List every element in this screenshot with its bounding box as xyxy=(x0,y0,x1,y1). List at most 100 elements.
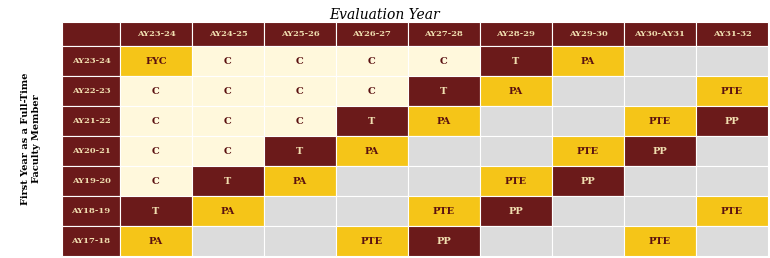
Bar xyxy=(696,166,768,196)
Bar xyxy=(696,226,768,256)
Bar xyxy=(552,136,624,166)
Text: Evaluation Year: Evaluation Year xyxy=(330,8,440,22)
Bar xyxy=(408,166,480,196)
Bar xyxy=(192,22,264,46)
Bar xyxy=(192,46,264,76)
Bar xyxy=(264,136,336,166)
Text: AY25-26: AY25-26 xyxy=(280,30,320,38)
Bar xyxy=(696,46,768,76)
Text: PA: PA xyxy=(149,237,163,246)
Text: AY31-32: AY31-32 xyxy=(712,30,752,38)
Text: PA: PA xyxy=(293,176,307,186)
Text: PTE: PTE xyxy=(505,176,527,186)
Text: C: C xyxy=(152,176,160,186)
Bar xyxy=(264,106,336,136)
Bar xyxy=(192,76,264,106)
Bar xyxy=(336,166,408,196)
Text: C: C xyxy=(296,117,304,125)
Text: C: C xyxy=(152,117,160,125)
Bar xyxy=(408,76,480,106)
Text: C: C xyxy=(224,86,232,95)
Bar xyxy=(552,166,624,196)
Text: AY23-24: AY23-24 xyxy=(72,57,110,65)
Text: PP: PP xyxy=(653,147,668,156)
Bar xyxy=(480,166,552,196)
Text: PTE: PTE xyxy=(433,206,455,215)
Text: AY19-20: AY19-20 xyxy=(72,177,110,185)
Bar xyxy=(192,166,264,196)
Text: AY17-18: AY17-18 xyxy=(72,237,111,245)
Text: PP: PP xyxy=(725,117,739,125)
Bar xyxy=(480,106,552,136)
Bar xyxy=(408,106,480,136)
Bar xyxy=(696,196,768,226)
Text: C: C xyxy=(152,147,160,156)
Bar xyxy=(408,22,480,46)
Bar xyxy=(624,106,696,136)
Text: PTE: PTE xyxy=(649,237,671,246)
Bar xyxy=(120,196,192,226)
Bar xyxy=(120,76,192,106)
Bar xyxy=(264,226,336,256)
Bar xyxy=(408,226,480,256)
Bar xyxy=(336,196,408,226)
Text: T: T xyxy=(152,206,159,215)
Bar xyxy=(624,166,696,196)
Text: T: T xyxy=(296,147,303,156)
Bar xyxy=(264,196,336,226)
Text: PP: PP xyxy=(581,176,595,186)
Bar xyxy=(624,196,696,226)
Bar xyxy=(696,22,768,46)
Bar xyxy=(624,226,696,256)
Text: C: C xyxy=(296,86,304,95)
Text: PA: PA xyxy=(437,117,451,125)
Bar xyxy=(120,136,192,166)
Bar xyxy=(120,46,192,76)
Text: C: C xyxy=(296,57,304,66)
Bar xyxy=(336,136,408,166)
Bar xyxy=(62,46,120,76)
Bar xyxy=(696,136,768,166)
Text: AY24-25: AY24-25 xyxy=(209,30,247,38)
Bar xyxy=(408,196,480,226)
Bar xyxy=(696,76,768,106)
Text: T: T xyxy=(224,176,232,186)
Bar xyxy=(336,46,408,76)
Text: AY27-28: AY27-28 xyxy=(424,30,464,38)
Text: FYC: FYC xyxy=(146,57,167,66)
Text: PP: PP xyxy=(509,206,524,215)
Text: PA: PA xyxy=(509,86,523,95)
Bar xyxy=(62,106,120,136)
Text: PTE: PTE xyxy=(721,206,743,215)
Text: AY28-29: AY28-29 xyxy=(497,30,535,38)
Text: PA: PA xyxy=(581,57,595,66)
Text: PA: PA xyxy=(365,147,379,156)
Bar xyxy=(192,106,264,136)
Text: C: C xyxy=(152,86,160,95)
Bar xyxy=(120,106,192,136)
Bar xyxy=(552,226,624,256)
Text: First Year as a Full-Time
Faculty Member: First Year as a Full-Time Faculty Member xyxy=(22,73,41,205)
Bar xyxy=(408,46,480,76)
Bar xyxy=(336,22,408,46)
Bar xyxy=(192,226,264,256)
Bar xyxy=(624,22,696,46)
Bar xyxy=(264,76,336,106)
Bar xyxy=(624,46,696,76)
Bar xyxy=(552,46,624,76)
Text: AY23-24: AY23-24 xyxy=(136,30,176,38)
Bar xyxy=(480,196,552,226)
Bar xyxy=(62,166,120,196)
Bar xyxy=(264,166,336,196)
Text: T: T xyxy=(512,57,520,66)
Bar xyxy=(120,226,192,256)
Bar xyxy=(336,226,408,256)
Text: AY26-27: AY26-27 xyxy=(353,30,391,38)
Bar xyxy=(480,136,552,166)
Text: T: T xyxy=(440,86,447,95)
Text: PTE: PTE xyxy=(721,86,743,95)
Bar xyxy=(696,106,768,136)
Text: AY30-AY31: AY30-AY31 xyxy=(634,30,685,38)
Bar xyxy=(552,106,624,136)
Text: PTE: PTE xyxy=(649,117,671,125)
